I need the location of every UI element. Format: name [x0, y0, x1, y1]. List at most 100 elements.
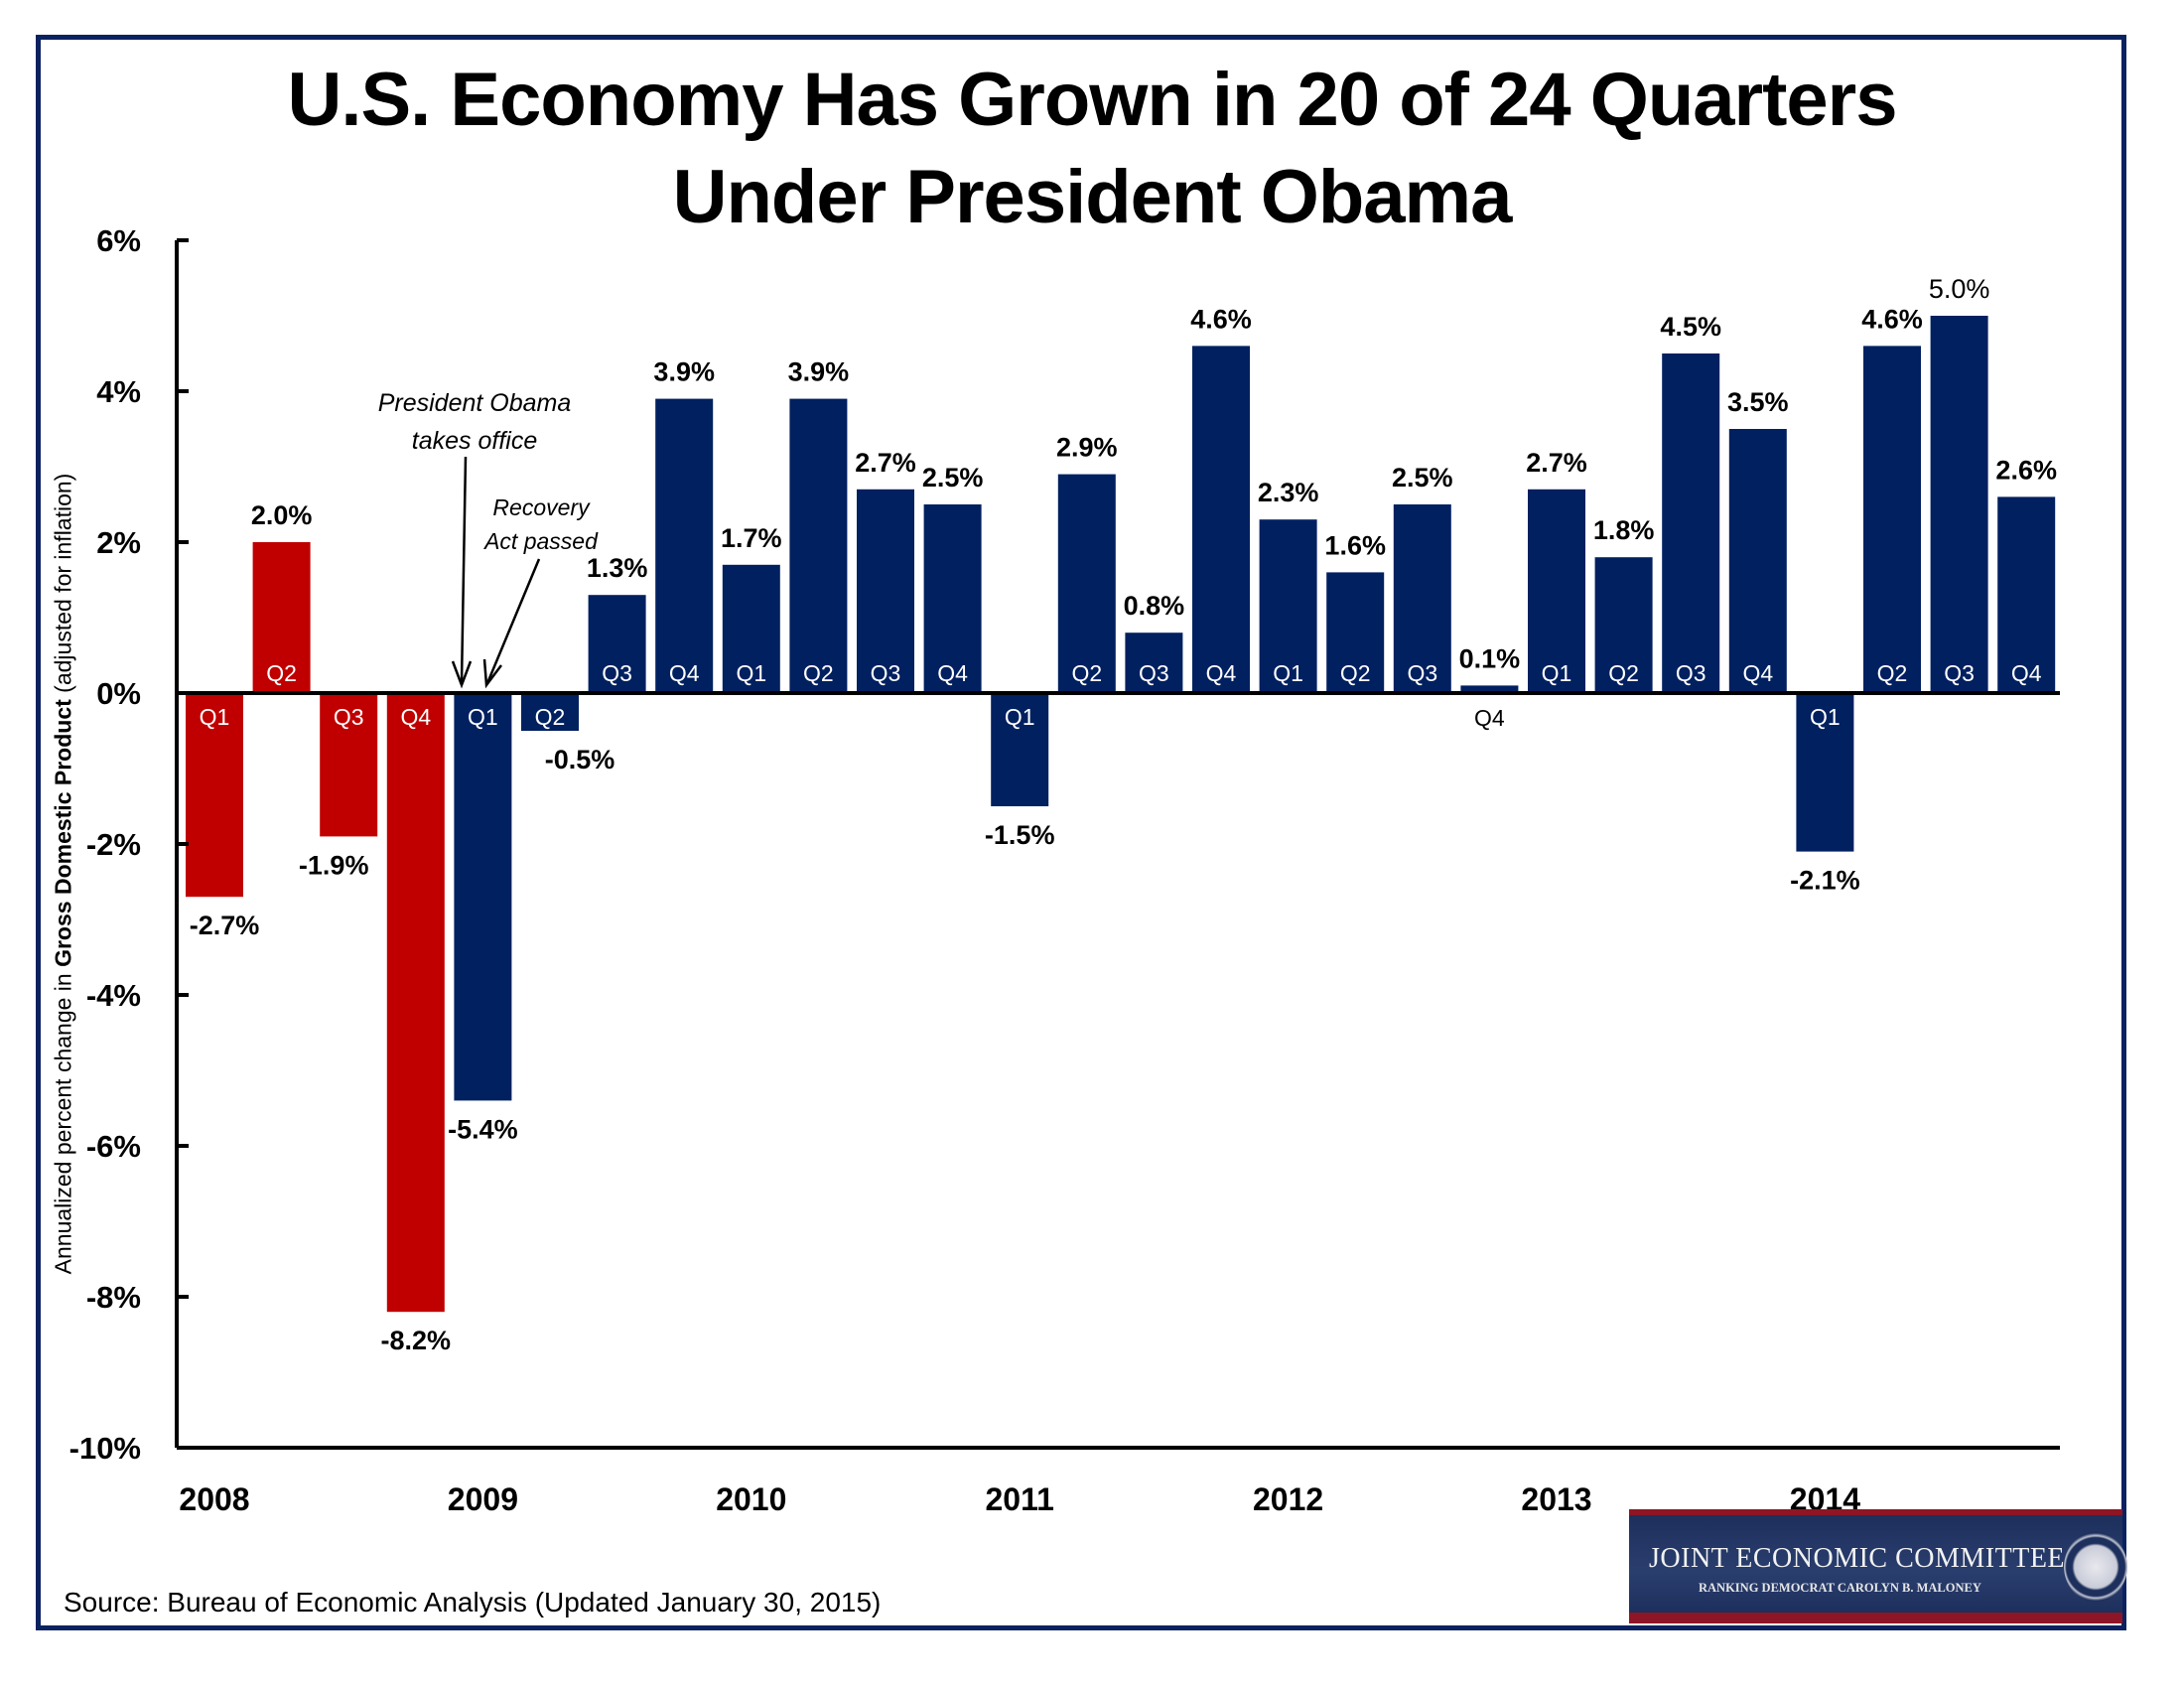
quarter-label: Q2: [1071, 660, 1102, 686]
value-label: 1.3%: [587, 553, 648, 583]
quarter-label: Q3: [602, 660, 632, 686]
quarter-label: Q2: [1340, 660, 1371, 686]
annotation-recovery-text: Act passed: [482, 528, 599, 554]
quarter-label: Q4: [400, 704, 431, 730]
bar-2013-q1: [1528, 489, 1585, 693]
quarter-label: Q1: [1810, 704, 1841, 730]
value-label: 2.3%: [1258, 478, 1319, 507]
bar-2009-q2: [521, 693, 579, 731]
quarter-label: Q3: [871, 660, 901, 686]
quarter-label: Q1: [468, 704, 498, 730]
quarter-label: Q3: [1407, 660, 1437, 686]
y-tick-label: 0%: [96, 676, 141, 711]
bars-layer: [186, 316, 2056, 1313]
quarter-label: Q4: [669, 660, 700, 686]
bar-2013-q2: [1594, 557, 1653, 693]
arrow-recovery-line: [485, 558, 541, 684]
year-label-2009: 2009: [448, 1481, 518, 1517]
quarter-label: Q2: [803, 660, 834, 686]
bar-2008-q2: [252, 542, 311, 693]
quarter-label: Q4: [1206, 660, 1237, 686]
value-label: 0.8%: [1124, 591, 1185, 621]
annotations-layer: President Obama takes office Recovery Act p…: [378, 389, 599, 689]
bar-2014-q3: [1930, 316, 1988, 693]
value-label: 1.6%: [1324, 530, 1386, 560]
axis-layer: 6% 4% 2% 0% -2% -4% -6% -8% -10%: [69, 223, 2060, 1466]
bar-2011-q2: [1057, 474, 1116, 693]
value-label: 1.8%: [1593, 515, 1655, 545]
quarter-label: Q4: [2011, 660, 2042, 686]
arrow-recovery-head: [482, 658, 502, 689]
value-label: 3.5%: [1727, 387, 1789, 417]
y-tick-label: -2%: [86, 827, 141, 862]
bar-2010-q2: [789, 398, 848, 693]
bar-2008-q1: [186, 693, 243, 898]
value-label: 2.0%: [251, 500, 313, 530]
title-line-2: Under President Obama: [672, 155, 1513, 239]
quarter-label: Q2: [266, 660, 297, 686]
chart-frame: [36, 35, 2126, 1630]
y-tick-label: 6%: [96, 223, 141, 258]
value-label: 5.0%: [1929, 274, 1990, 304]
quarter-label: Q3: [334, 704, 364, 730]
y-tick-label: -6%: [86, 1129, 141, 1164]
title-line-1: U.S. Economy Has Grown in 20 of 24 Quart…: [287, 58, 1897, 142]
bar-2014-q2: [1863, 346, 1921, 693]
quarter-label: Q2: [535, 704, 566, 730]
bar-2009-q4: [655, 398, 714, 693]
bar-2008-q4: [386, 693, 445, 1313]
year-label-2008: 2008: [179, 1481, 249, 1517]
quarter-label: Q4: [1474, 705, 1505, 731]
value-label: -1.5%: [985, 820, 1055, 850]
source-note: Source: Bureau of Economic Analysis (Upd…: [64, 1587, 882, 1618]
quarter-label: Q3: [1676, 660, 1706, 686]
bar-2009-q1: [454, 693, 512, 1101]
bar-2013-q4: [1728, 429, 1787, 693]
bar-2011-q1: [991, 693, 1049, 806]
value-label: 2.7%: [855, 448, 916, 478]
value-label: 4.5%: [1660, 312, 1721, 342]
logo-subtitle: RANKING DEMOCRAT CAROLYN B. MALONEY: [1699, 1581, 1981, 1595]
y-tick-label: 4%: [96, 374, 141, 409]
bar-2012-q3: [1393, 504, 1451, 693]
value-label: -8.2%: [381, 1326, 452, 1355]
bar-2011-q4: [1192, 346, 1250, 693]
quarter-label: Q2: [1877, 660, 1908, 686]
value-label: 4.6%: [1190, 304, 1252, 334]
quarter-label: Q2: [1608, 660, 1639, 686]
arrow-obama-head: [451, 660, 473, 689]
value-label: 2.5%: [922, 463, 984, 492]
bar-2012-q4: [1460, 685, 1519, 693]
value-label: 2.5%: [1392, 463, 1453, 492]
value-label: 3.9%: [653, 357, 715, 387]
bar-2008-q3: [320, 693, 378, 837]
quarter-label: Q3: [1944, 660, 1975, 686]
congress-seal-icon: [2064, 1532, 2127, 1602]
bar-2013-q3: [1662, 353, 1720, 693]
value-label: 0.1%: [1459, 643, 1521, 673]
bar-2014-q4: [1997, 496, 2056, 693]
value-label: -2.7%: [190, 911, 260, 940]
value-label: 4.6%: [1861, 304, 1923, 334]
quarter-label: Q1: [200, 704, 230, 730]
y-tick-label: -8%: [86, 1280, 141, 1315]
quarter-label: Q1: [736, 660, 766, 686]
value-label: 2.6%: [1995, 455, 2057, 485]
bar-2010-q4: [923, 504, 982, 693]
value-label: -1.9%: [299, 850, 369, 880]
annotation-obama-text: President Obama: [378, 389, 572, 417]
chart-title: U.S. Economy Has Grown in 20 of 24 Quart…: [0, 52, 2184, 246]
value-label: -5.4%: [448, 1114, 518, 1144]
jec-logo: JOINT ECONOMIC COMMITTEE RANKING DEMOCRA…: [1629, 1509, 2127, 1623]
annotation-recovery-text: Recovery: [492, 494, 591, 520]
value-label: -2.1%: [1790, 866, 1860, 896]
quarter-label: Q1: [1273, 660, 1303, 686]
y-tick-label: 2%: [96, 525, 141, 560]
y-tick-label: -10%: [69, 1431, 141, 1466]
bar-2010-q3: [857, 489, 914, 693]
annotation-obama-text: takes office: [412, 427, 537, 455]
year-label-2012: 2012: [1253, 1481, 1323, 1517]
value-label: 1.7%: [721, 523, 782, 553]
value-label: 2.9%: [1056, 433, 1118, 463]
